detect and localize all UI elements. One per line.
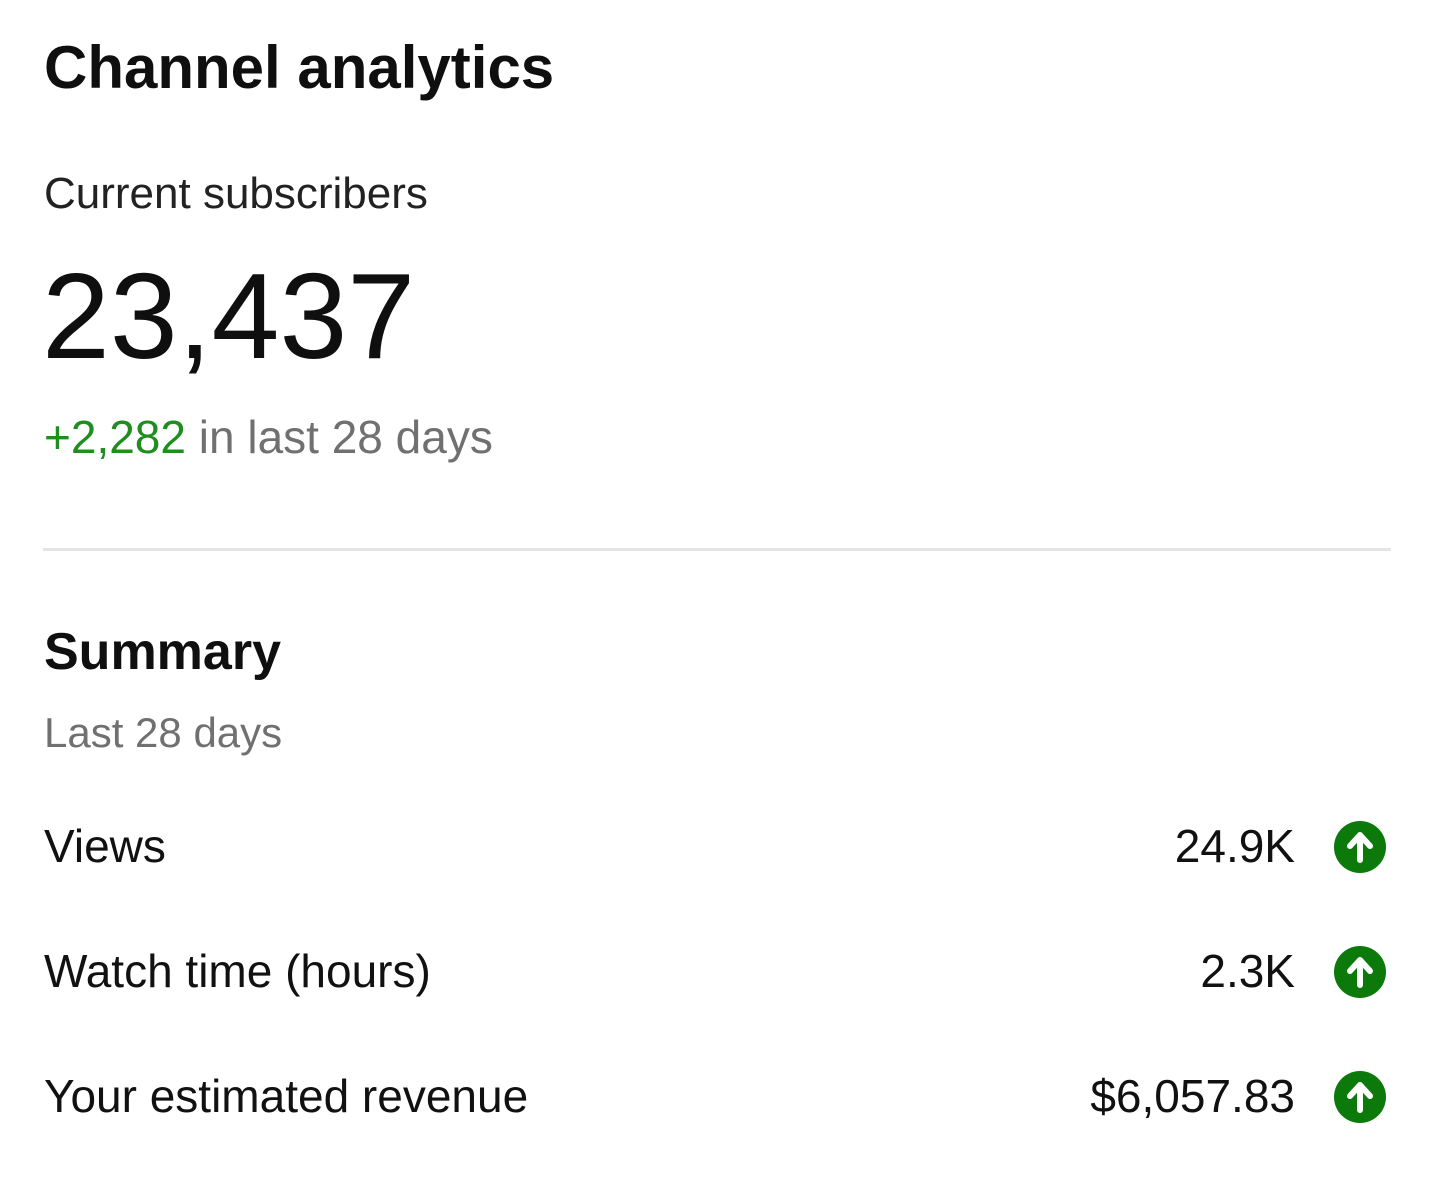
row-label: Views: [44, 820, 166, 872]
change-period: in last 28 days: [198, 411, 493, 463]
row-value: $6,057.83: [1090, 1070, 1295, 1122]
summary-title: Summary: [44, 623, 281, 681]
summary-period: Last 28 days: [44, 709, 283, 756]
trend-up-icon: [1332, 819, 1388, 875]
subscriber-change: +2,282 in last 28 days: [44, 414, 493, 460]
trend-up-icon: [1332, 944, 1388, 1000]
row-label: Your estimated revenue: [44, 1070, 529, 1122]
row-label: Watch time (hours): [44, 945, 431, 997]
row-value: 24.9K: [1174, 820, 1295, 872]
card-title: Channel analytics: [44, 34, 555, 101]
row-value: 2.3K: [1200, 945, 1295, 997]
change-value: +2,282: [44, 411, 186, 463]
trend-up-icon: [1332, 1069, 1388, 1125]
subscriber-count: 23,437: [42, 248, 416, 384]
subscribers-label: Current subscribers: [44, 169, 428, 218]
divider: [43, 548, 1391, 551]
